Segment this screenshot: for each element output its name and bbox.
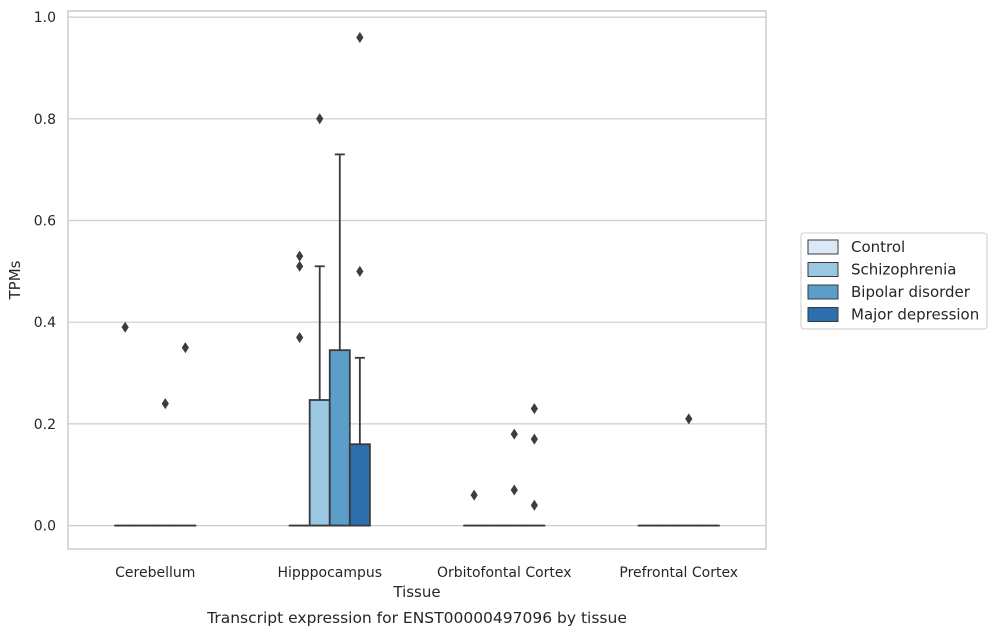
legend-item: Control bbox=[808, 238, 905, 256]
legend-item: Major depression bbox=[808, 306, 979, 324]
box-body bbox=[310, 400, 330, 526]
legend-swatch bbox=[808, 308, 838, 322]
x-tick-labels: Cerebellum Hipppocampus Orbitofontal Corte… bbox=[115, 565, 738, 581]
chart-caption: Transcript expression for ENST0000049709… bbox=[206, 609, 627, 627]
legend-swatch bbox=[808, 240, 838, 254]
box-body bbox=[330, 350, 350, 525]
plot-background bbox=[68, 11, 766, 549]
y-tick-label: 0.8 bbox=[34, 112, 56, 128]
x-tick-label: Hipppocampus bbox=[277, 565, 382, 581]
box-body bbox=[350, 444, 370, 525]
y-tick-label: 0.4 bbox=[34, 315, 56, 331]
legend-label: Major depression bbox=[851, 306, 979, 324]
x-tick-label: Prefrontal Cortex bbox=[619, 565, 738, 581]
y-tick-label: 0.2 bbox=[34, 417, 56, 433]
legend-swatch bbox=[808, 285, 838, 299]
legend-item: Schizophrenia bbox=[808, 261, 956, 279]
x-tick-label: Orbitofontal Cortex bbox=[437, 565, 572, 581]
y-tick-label: 0.0 bbox=[34, 519, 56, 535]
legend-swatch bbox=[808, 263, 838, 277]
legend: Control Schizophrenia Bipolar disorder Majo… bbox=[801, 233, 987, 329]
legend-item: Bipolar disorder bbox=[808, 283, 971, 301]
x-tick-label: Cerebellum bbox=[115, 565, 195, 581]
y-tick-label: 1.0 bbox=[34, 10, 56, 26]
legend-label: Control bbox=[851, 238, 905, 256]
legend-label: Bipolar disorder bbox=[851, 283, 971, 301]
y-axis-title: TPMs bbox=[6, 260, 24, 300]
x-axis-title: Tissue bbox=[392, 583, 440, 601]
legend-label: Schizophrenia bbox=[851, 261, 956, 279]
y-tick-labels: 0.0 0.2 0.4 0.6 0.8 1.0 bbox=[34, 10, 56, 535]
y-tick-label: 0.6 bbox=[34, 214, 56, 230]
